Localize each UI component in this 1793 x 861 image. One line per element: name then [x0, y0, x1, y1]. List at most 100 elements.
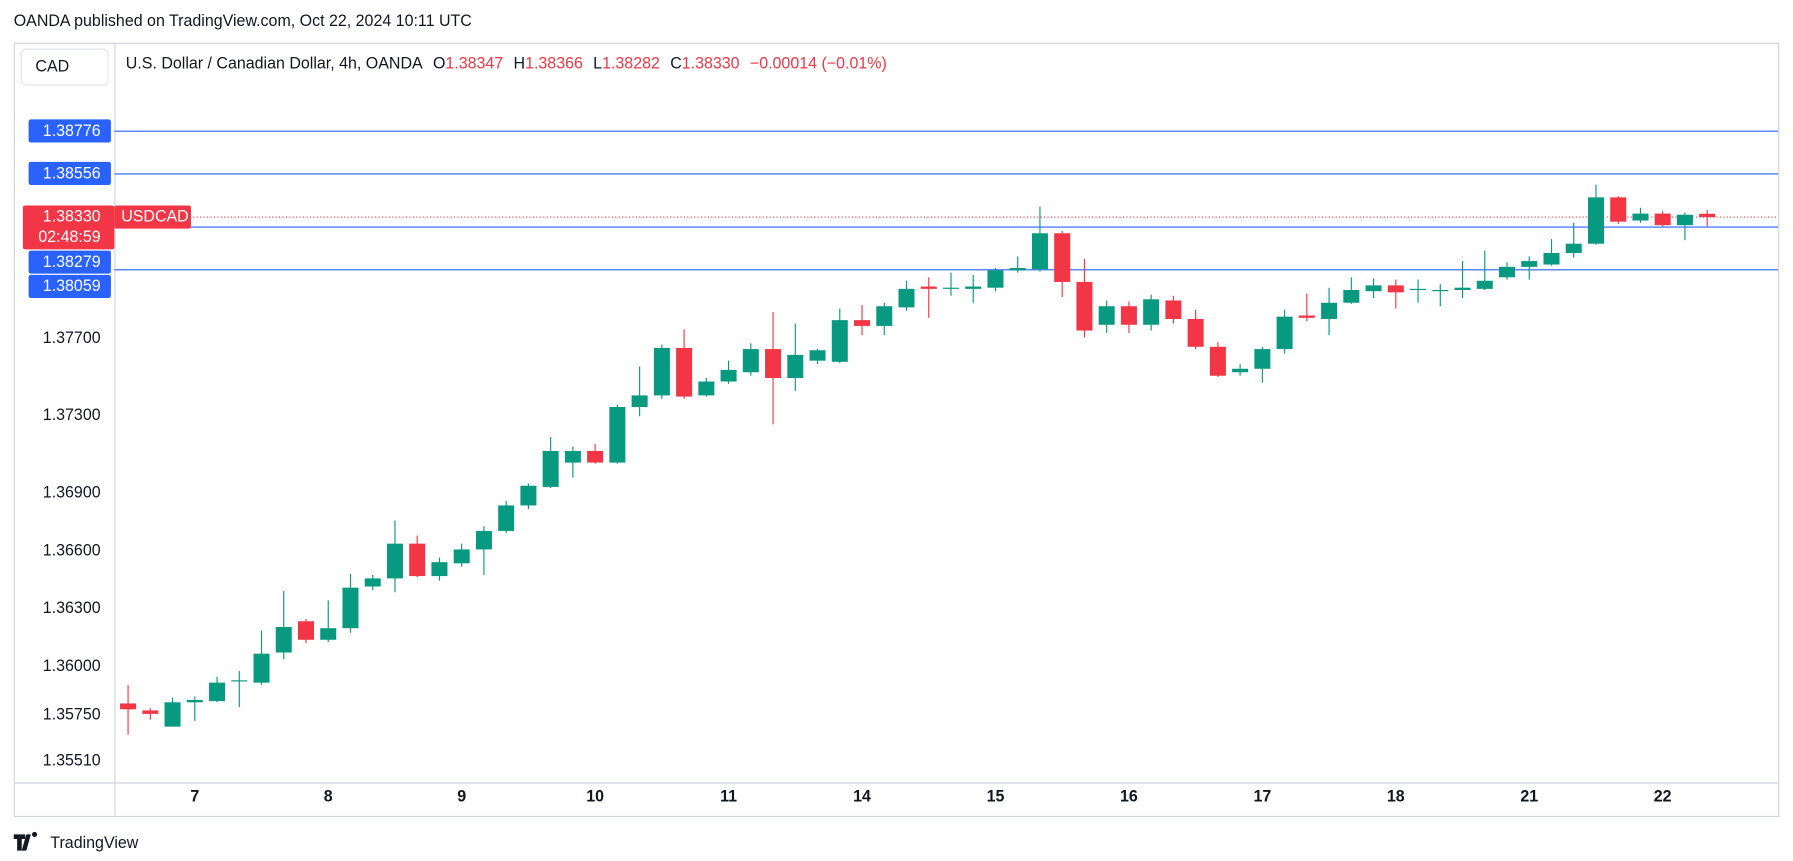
candle-body [498, 505, 515, 531]
brand-name: TradingView [50, 834, 138, 852]
candle-body [542, 450, 559, 487]
level-box [28, 119, 111, 143]
candle-body [942, 287, 959, 289]
legend-title: U.S. Dollar / Canadian Dollar, 4h, OANDA [126, 55, 423, 73]
candle-body [831, 320, 848, 362]
y-tick-label: 1.37300 [43, 406, 101, 424]
candle-body [1165, 300, 1182, 319]
candle-body [1565, 243, 1582, 253]
level-box [28, 250, 111, 274]
symbol-legend: U.S. Dollar / Canadian Dollar, 4h, OANDA… [126, 55, 887, 73]
candle-body [186, 699, 203, 703]
candle-body [475, 530, 492, 550]
y-tick-label: 1.36600 [43, 541, 101, 559]
candle-body [1499, 266, 1516, 278]
legend-c-label: C [670, 55, 682, 73]
candle-body [1232, 368, 1249, 373]
candle-body [431, 562, 448, 577]
x-tick-label: 17 [1253, 788, 1271, 806]
candle-body [1009, 268, 1026, 271]
x-tick-label: 16 [1120, 788, 1138, 806]
candle-body [1543, 252, 1560, 265]
candle-body [854, 320, 871, 326]
level-label: 1.38776 [43, 122, 101, 140]
candle-body [409, 543, 426, 577]
y-tick-label: 1.36000 [43, 657, 101, 675]
x-tick-label: 22 [1654, 788, 1672, 806]
price-labels: 1.35510 1.35750 1.36000 1.36300 1.36600 1.369… [22, 119, 1672, 806]
countdown: 02:48:59 [38, 228, 100, 246]
candle-body [587, 450, 604, 463]
legend-change: −0.00014 (−0.01%) [750, 55, 887, 73]
candle-body [1654, 213, 1671, 226]
candle-body [742, 349, 759, 373]
legend-l: 1.38282 [602, 55, 660, 73]
x-tick-label: 7 [190, 788, 199, 806]
candle-body [1120, 306, 1137, 325]
candle-body [1699, 213, 1716, 218]
candle-body [609, 406, 626, 463]
candle-body [876, 306, 893, 326]
candle-body [564, 450, 581, 463]
legend-l-label: L [593, 55, 602, 73]
candle-body [1432, 290, 1449, 292]
candle-body [1076, 281, 1093, 331]
x-tick-label: 8 [324, 788, 333, 806]
candle-body [653, 347, 670, 396]
candle-body [765, 349, 782, 379]
x-tick-label: 15 [987, 788, 1005, 806]
last-price-label: 1.38330 [43, 207, 101, 225]
candle-body [787, 354, 804, 379]
candle-body [1454, 287, 1471, 291]
candle-body [631, 395, 648, 407]
candle-body [1143, 299, 1160, 325]
level-box [28, 274, 111, 298]
candle-body [1387, 285, 1404, 293]
legend-o-label: O [433, 55, 445, 73]
candle-body [320, 628, 337, 640]
y-tick-label: 1.35750 [43, 705, 101, 723]
candle-body [720, 369, 737, 382]
candle-body [898, 288, 915, 308]
candle-body [342, 587, 359, 629]
candle-body [231, 680, 248, 682]
last-price-box [22, 205, 115, 250]
candle-body [297, 621, 315, 640]
candle-body [209, 682, 226, 702]
y-tick-label: 1.36300 [43, 599, 101, 617]
candle-body [1343, 290, 1360, 303]
candle-body [1587, 197, 1604, 244]
candle-body [1676, 214, 1693, 226]
level-label: 1.38279 [43, 253, 101, 271]
candle-body [676, 347, 693, 397]
candle-body [253, 653, 270, 683]
candle-body [1054, 233, 1071, 282]
brand-logo [13, 831, 38, 851]
candle-body [275, 627, 292, 653]
candle-body [1254, 349, 1271, 369]
legend-h-label: H [514, 55, 526, 73]
legend-c: 1.38330 [682, 55, 740, 73]
candle-body [364, 578, 381, 587]
x-tick-label: 14 [853, 788, 871, 806]
y-tick-label: 1.37700 [43, 329, 101, 347]
currency-button[interactable] [20, 48, 109, 86]
candle-body [1632, 213, 1649, 221]
candle-body [520, 485, 537, 506]
x-tick-label: 18 [1387, 788, 1405, 806]
x-tick-label: 9 [457, 788, 466, 806]
level-label: 1.38059 [43, 277, 101, 295]
candle-body [142, 710, 159, 714]
candle-body [809, 350, 826, 361]
candle-body [120, 703, 137, 710]
x-tick-label: 10 [586, 788, 604, 806]
candle-body [1187, 318, 1204, 347]
currency-label[interactable]: CAD [35, 57, 69, 75]
candle-body [698, 381, 715, 396]
symbol-label: USDCAD [121, 207, 189, 225]
symbol-tag [114, 205, 191, 229]
candle-body [1098, 306, 1115, 325]
